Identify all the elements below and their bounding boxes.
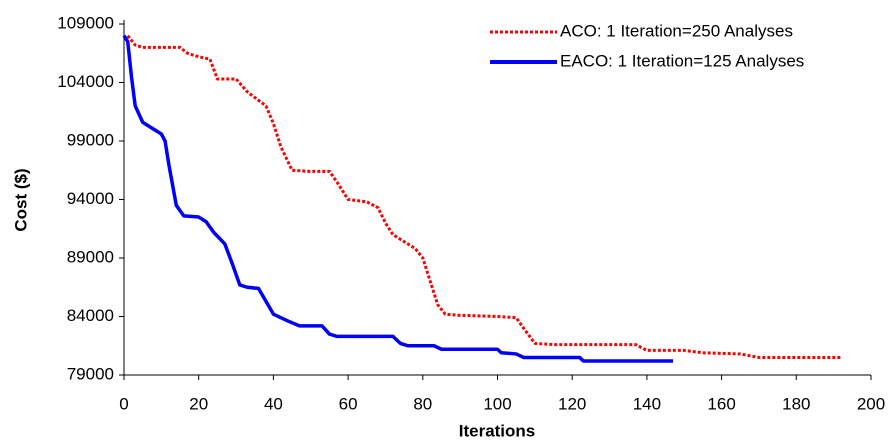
x-tick-label: 80 xyxy=(413,394,432,413)
x-tick-label: 20 xyxy=(189,394,208,413)
x-tick-label: 60 xyxy=(339,394,358,413)
x-tick-label: 0 xyxy=(119,394,128,413)
series-line xyxy=(122,34,674,363)
x-tick-label: 40 xyxy=(264,394,283,413)
y-tick-label: 104000 xyxy=(57,72,114,91)
y-tick-label: 109000 xyxy=(57,13,114,32)
x-tick-label: 100 xyxy=(483,394,511,413)
y-tick-label: 99000 xyxy=(67,130,114,149)
legend-label: EACO: 1 Iteration=125 Analyses xyxy=(560,51,804,70)
x-tick-label: 140 xyxy=(633,394,661,413)
x-tick-label: 160 xyxy=(707,394,735,413)
y-tick-label: 79000 xyxy=(67,364,114,383)
legend-label: ACO: 1 Iteration=250 Analyses xyxy=(560,21,793,40)
y-axis-title: Cost ($) xyxy=(11,168,30,231)
y-tick-label: 94000 xyxy=(67,189,114,208)
series-line xyxy=(126,34,842,359)
x-tick-label: 200 xyxy=(857,394,885,413)
x-tick-label: 180 xyxy=(782,394,810,413)
x-axis-title: Iterations xyxy=(459,421,536,440)
y-tick-label: 89000 xyxy=(67,247,114,266)
y-tick-label: 84000 xyxy=(67,306,114,325)
x-tick-label: 120 xyxy=(558,394,586,413)
